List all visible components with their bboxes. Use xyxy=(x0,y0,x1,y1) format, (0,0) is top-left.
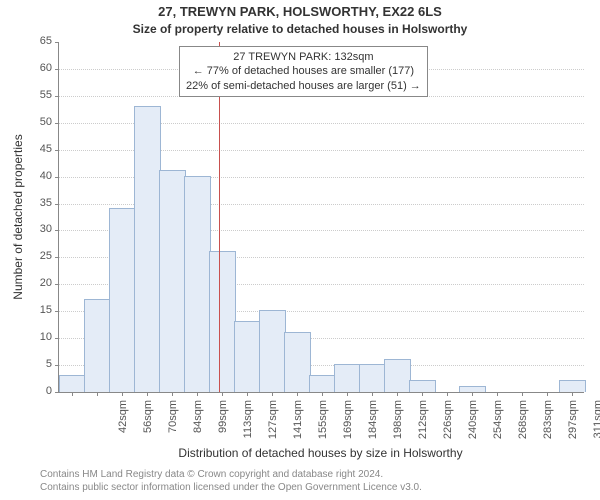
y-tick-label: 0 xyxy=(22,385,52,397)
y-tick xyxy=(55,365,59,366)
x-tick xyxy=(272,392,273,396)
x-tick-label: 70sqm xyxy=(167,400,179,450)
annotation-line: 27 TREWYN PARK: 132sqm xyxy=(186,50,421,64)
y-tick-label: 40 xyxy=(22,170,52,182)
x-tick-label: 268sqm xyxy=(517,400,529,450)
histogram-bar xyxy=(284,332,311,392)
x-tick-label: 198sqm xyxy=(392,400,404,450)
histogram-bar xyxy=(109,208,136,392)
histogram-bar xyxy=(84,299,111,392)
plot-area: 27 TREWYN PARK: 132sqm← 77% of detached … xyxy=(58,42,584,393)
x-tick-label: 155sqm xyxy=(317,400,329,450)
x-tick-label: 141sqm xyxy=(292,400,304,450)
x-tick-label: 99sqm xyxy=(217,400,229,450)
histogram-bar xyxy=(259,310,286,392)
y-tick xyxy=(55,123,59,124)
histogram-bar xyxy=(209,251,236,392)
histogram-bar xyxy=(134,106,161,392)
histogram-bar xyxy=(334,364,361,392)
y-tick-label: 55 xyxy=(22,89,52,101)
y-tick xyxy=(55,177,59,178)
x-tick xyxy=(547,392,548,396)
y-tick xyxy=(55,284,59,285)
annotation-box: 27 TREWYN PARK: 132sqm← 77% of detached … xyxy=(179,46,428,97)
credit-line: Contains HM Land Registry data © Crown c… xyxy=(40,469,422,482)
credit-line: Contains public sector information licen… xyxy=(40,482,422,495)
chart-title: 27, TREWYN PARK, HOLSWORTHY, EX22 6LS xyxy=(0,4,600,20)
y-tick xyxy=(55,150,59,151)
x-tick-label: 184sqm xyxy=(367,400,379,450)
x-tick-label: 283sqm xyxy=(542,400,554,450)
y-tick xyxy=(55,96,59,97)
credit-text: Contains HM Land Registry data © Crown c… xyxy=(40,469,422,494)
x-tick xyxy=(322,392,323,396)
histogram-bar xyxy=(184,176,211,392)
histogram-bar xyxy=(409,380,436,392)
histogram-bar xyxy=(309,375,336,392)
y-tick-label: 20 xyxy=(22,277,52,289)
y-tick-label: 30 xyxy=(22,223,52,235)
x-tick xyxy=(247,392,248,396)
x-tick xyxy=(447,392,448,396)
annotation-line: ← 77% of detached houses are smaller (17… xyxy=(186,64,421,78)
x-tick xyxy=(372,392,373,396)
histogram-bar xyxy=(59,375,86,392)
x-tick-label: 297sqm xyxy=(567,400,579,450)
x-tick xyxy=(522,392,523,396)
x-tick xyxy=(397,392,398,396)
y-tick-label: 10 xyxy=(22,331,52,343)
x-tick xyxy=(197,392,198,396)
y-tick xyxy=(55,392,59,393)
x-tick-label: 84sqm xyxy=(192,400,204,450)
histogram-bar xyxy=(559,380,586,392)
x-tick xyxy=(347,392,348,396)
y-tick-label: 25 xyxy=(22,250,52,262)
y-tick xyxy=(55,69,59,70)
y-tick-label: 5 xyxy=(22,358,52,370)
y-tick-label: 45 xyxy=(22,143,52,155)
x-tick-label: 254sqm xyxy=(492,400,504,450)
x-tick xyxy=(222,392,223,396)
y-tick xyxy=(55,338,59,339)
x-tick xyxy=(147,392,148,396)
x-tick xyxy=(497,392,498,396)
y-tick xyxy=(55,204,59,205)
y-tick xyxy=(55,230,59,231)
histogram-bar xyxy=(234,321,261,392)
histogram-bar xyxy=(384,359,411,392)
chart-subtitle: Size of property relative to detached ho… xyxy=(0,22,600,36)
x-tick xyxy=(72,392,73,396)
x-tick xyxy=(297,392,298,396)
y-tick-label: 35 xyxy=(22,197,52,209)
x-tick-label: 113sqm xyxy=(242,400,254,450)
x-tick xyxy=(572,392,573,396)
x-tick xyxy=(122,392,123,396)
x-tick xyxy=(97,392,98,396)
y-tick-label: 50 xyxy=(22,116,52,128)
figure: 27, TREWYN PARK, HOLSWORTHY, EX22 6LS Si… xyxy=(0,0,600,500)
y-tick-label: 60 xyxy=(22,62,52,74)
y-tick-label: 15 xyxy=(22,304,52,316)
annotation-line: 22% of semi-detached houses are larger (… xyxy=(186,79,421,93)
x-tick xyxy=(472,392,473,396)
x-tick-label: 56sqm xyxy=(142,400,154,450)
histogram-bar xyxy=(459,386,486,392)
y-tick xyxy=(55,42,59,43)
y-tick xyxy=(55,257,59,258)
x-tick xyxy=(422,392,423,396)
y-tick-label: 65 xyxy=(22,35,52,47)
x-tick-label: 212sqm xyxy=(417,400,429,450)
histogram-bar xyxy=(359,364,386,392)
x-tick xyxy=(172,392,173,396)
x-tick-label: 169sqm xyxy=(342,400,354,450)
x-tick-label: 240sqm xyxy=(467,400,479,450)
x-tick-label: 311sqm xyxy=(592,400,600,450)
x-tick-label: 226sqm xyxy=(442,400,454,450)
x-tick-label: 127sqm xyxy=(267,400,279,450)
x-tick-label: 42sqm xyxy=(117,400,129,450)
histogram-bar xyxy=(159,170,186,392)
y-tick xyxy=(55,311,59,312)
